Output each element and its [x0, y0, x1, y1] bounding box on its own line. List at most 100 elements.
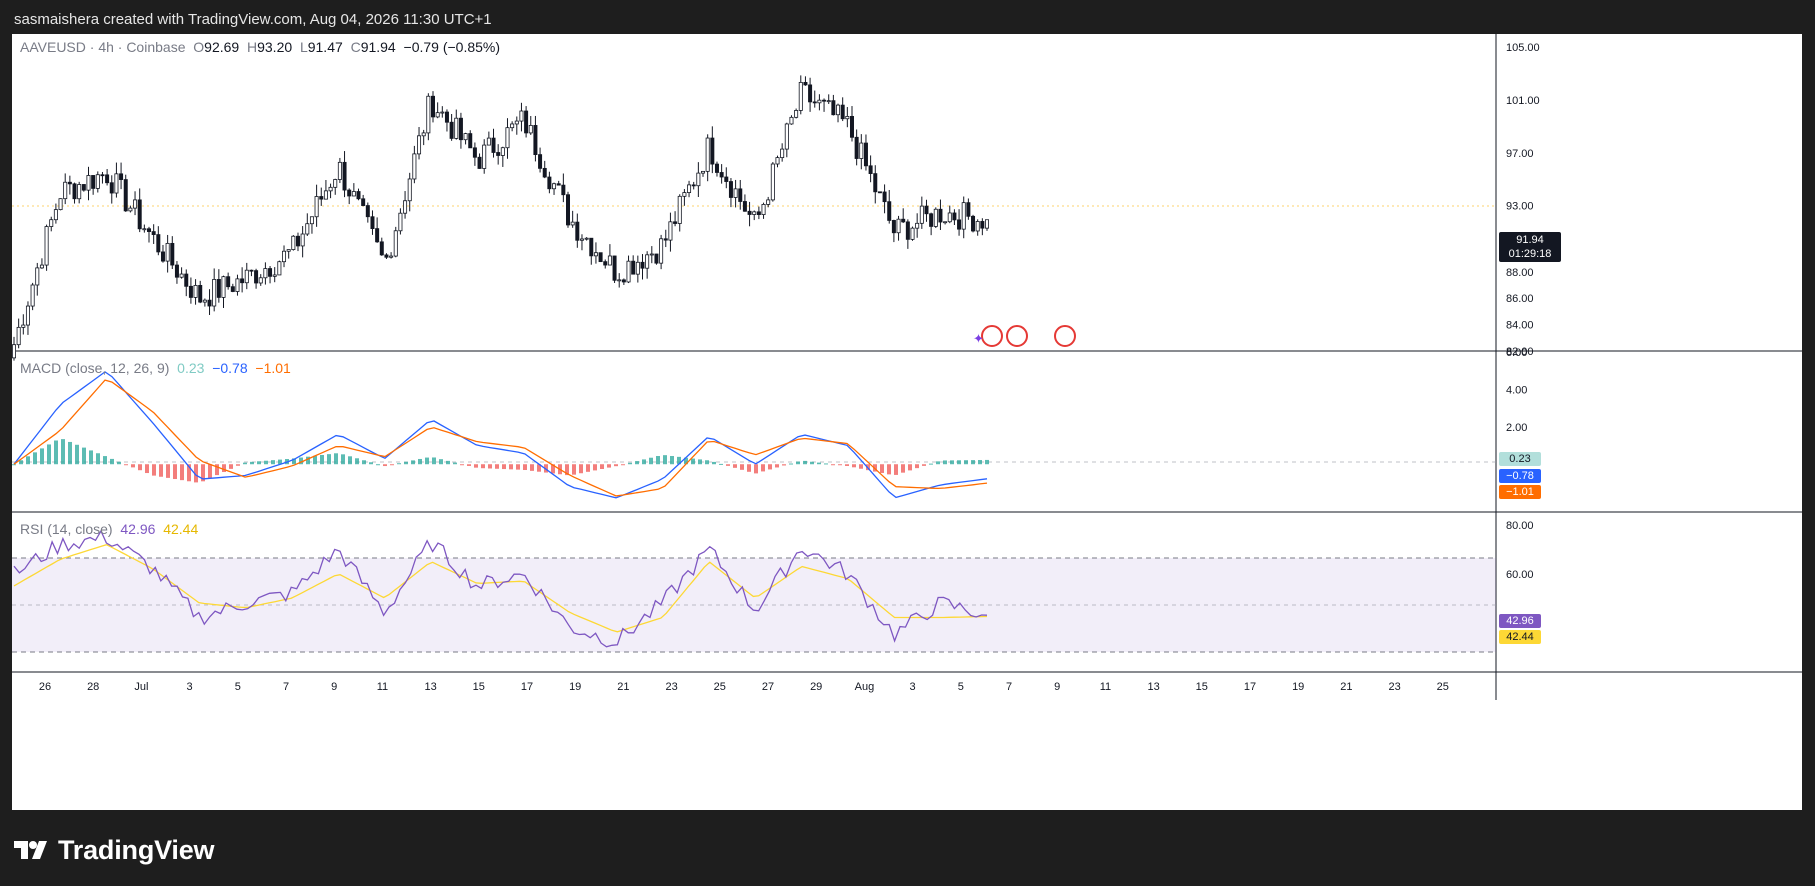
macd-histogram-bar — [159, 464, 163, 477]
candle-body — [957, 219, 962, 230]
macd-histogram-bar — [600, 464, 604, 469]
candle-body — [747, 210, 752, 215]
macd-histogram-bar — [852, 464, 856, 468]
candle-body — [184, 273, 189, 287]
economic-events[interactable]: ✦ — [973, 325, 1076, 347]
macd-histogram-bar — [271, 460, 275, 465]
candle-body — [891, 220, 896, 234]
macd-histogram-bar — [621, 464, 625, 466]
candle-body — [803, 81, 808, 86]
candle-body — [728, 181, 733, 198]
macd-histogram-bar — [488, 464, 492, 469]
candle-body — [482, 144, 487, 169]
candle-body — [491, 137, 496, 153]
candle-body — [170, 242, 175, 266]
macd-histogram-bar — [985, 459, 989, 465]
candle-body — [254, 270, 259, 284]
candle-body — [584, 237, 589, 240]
main-legend[interactable]: AAVEUSD · 4h · Coinbase O92.69 H93.20 L9… — [20, 39, 500, 55]
candle-body — [710, 137, 715, 165]
macd-histogram-bar — [299, 457, 303, 465]
candle-body — [309, 216, 314, 225]
candle-body — [789, 116, 794, 125]
time-tick-label: 26 — [39, 681, 51, 693]
candle-body — [607, 255, 612, 266]
candle-body — [910, 227, 915, 240]
macd-tick-label: 4.00 — [1506, 384, 1527, 396]
macd-histogram-bar — [635, 461, 639, 465]
candle-body — [356, 191, 361, 200]
macd-histogram-bar — [362, 460, 366, 465]
us-flag-icon[interactable] — [1054, 325, 1076, 347]
candle-body — [635, 261, 640, 275]
candle-body — [510, 123, 515, 129]
macd-histogram-bar — [523, 464, 527, 471]
candle-body — [761, 204, 766, 215]
macd-line — [13, 371, 988, 499]
candle-body — [472, 147, 477, 158]
candle-body — [575, 221, 580, 241]
macd-legend[interactable]: MACD (close, 12, 26, 9) 0.23 −0.78 −1.01 — [20, 360, 291, 376]
candle-body — [519, 110, 524, 122]
macd-axis-label: −0.78 — [1499, 469, 1541, 483]
rsi-legend[interactable]: RSI (14, close) 42.96 42.44 — [20, 521, 198, 537]
candle-body — [119, 173, 124, 180]
candle-body — [845, 116, 850, 120]
candle-body — [342, 161, 347, 191]
macd-histogram-bar — [677, 456, 681, 465]
candle-body — [701, 170, 706, 174]
macd-value: −0.78 — [212, 360, 248, 376]
candle-body — [598, 252, 603, 263]
macd-histogram-bar — [222, 464, 226, 472]
macd-histogram-bar — [649, 457, 653, 465]
candle-body — [21, 324, 26, 328]
candle-body — [915, 222, 920, 229]
candle-body — [947, 212, 952, 223]
candle-body — [463, 133, 468, 141]
open-label: O — [193, 39, 205, 55]
candle-body — [775, 157, 780, 165]
symbol-label: AAVEUSD · 4h · Coinbase — [20, 39, 186, 55]
candle-body — [193, 285, 198, 298]
macd-histogram-bar — [138, 464, 142, 471]
candle-body — [929, 213, 934, 227]
candle-body — [230, 286, 235, 292]
candle-body — [756, 211, 761, 215]
candle-body — [589, 237, 594, 257]
macd-histogram-bar — [607, 464, 611, 468]
macd-histogram-bar — [628, 462, 632, 465]
time-tick-label: 5 — [958, 681, 964, 693]
tradingview-logo[interactable]: TradingView — [14, 833, 215, 867]
time-tick-label: 3 — [187, 681, 193, 693]
candle-body — [403, 200, 408, 214]
candle-body — [645, 254, 650, 269]
macd-histogram-bar — [761, 464, 765, 472]
candle-body — [12, 344, 16, 359]
rsi-tick-label: 60.00 — [1506, 569, 1534, 581]
us-flag-icon[interactable] — [1006, 325, 1028, 347]
us-flag-icon[interactable] — [981, 325, 1003, 347]
macd-histogram-bar — [201, 464, 205, 482]
macd-histogram-bar — [404, 461, 408, 465]
close-label: C — [350, 39, 361, 55]
candle-body — [533, 125, 538, 156]
candle-body — [752, 211, 757, 215]
candle-body — [393, 230, 398, 257]
macd-histogram-bar — [509, 464, 513, 470]
candle-body — [593, 252, 598, 257]
candle-body — [407, 178, 412, 202]
price-tick-label: 86.00 — [1506, 293, 1534, 305]
candle-body — [738, 188, 743, 202]
macd-histogram-bar — [103, 456, 107, 465]
candle-body — [938, 208, 943, 223]
candle-body — [323, 190, 328, 200]
candle-body — [444, 111, 449, 123]
chart-canvas[interactable]: 105.00101.0097.0093.0090.0088.0086.0084.… — [12, 34, 1802, 810]
chart-frame[interactable]: 105.00101.0097.0093.0090.0088.0086.0084.… — [12, 34, 1802, 810]
time-tick-label: 27 — [762, 681, 774, 693]
candle-body — [901, 218, 906, 223]
time-tick-label: 9 — [1054, 681, 1060, 693]
time-tick-label: 7 — [283, 681, 289, 693]
macd-histogram-bar — [978, 460, 982, 465]
macd-histogram-bar — [957, 460, 961, 465]
